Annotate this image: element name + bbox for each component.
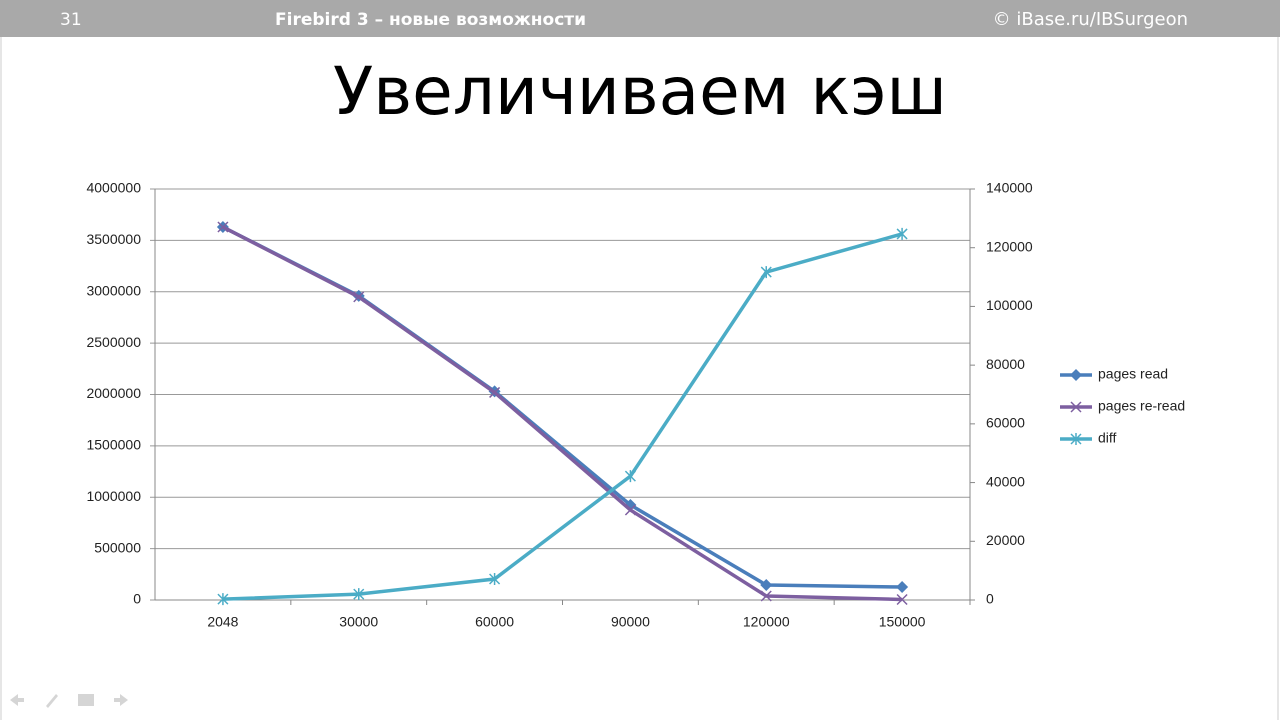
- marker: [760, 578, 773, 591]
- series-line: [222, 232, 903, 601]
- y2-tick-label: 0: [986, 591, 994, 607]
- marker: [896, 581, 909, 594]
- y2-tick-label: 60000: [986, 415, 1025, 431]
- y2-tick-label: 20000: [986, 532, 1025, 548]
- page-number: 31: [60, 10, 82, 30]
- slide-title: Увеличиваем кэш: [333, 53, 947, 130]
- y-tick-label: 2000000: [86, 385, 141, 401]
- y2-tick-label: 40000: [986, 473, 1025, 489]
- header-topic: Firebird 3 – новые возможности: [275, 10, 586, 30]
- x-tick-label: 90000: [611, 614, 650, 630]
- x-tick-label: 2048: [207, 614, 238, 630]
- legend-label: pages read: [1098, 366, 1168, 382]
- series-line: [222, 225, 903, 602]
- marker: [896, 227, 908, 240]
- y-tick-label: 1000000: [86, 488, 141, 504]
- marker: [624, 504, 636, 516]
- y2-tick-label: 80000: [986, 356, 1025, 372]
- marker: [353, 291, 365, 303]
- marker: [760, 266, 772, 279]
- marker: [217, 593, 229, 606]
- y-tick-label: 2500000: [86, 334, 141, 350]
- marker: [353, 588, 365, 601]
- marker: [1070, 433, 1082, 445]
- nav-icons: [10, 694, 128, 708]
- marker: [624, 470, 636, 483]
- y-tick-label: 1500000: [86, 437, 141, 453]
- x-tick-label: 120000: [743, 614, 790, 630]
- marker: [760, 590, 772, 602]
- legend-label: diff: [1098, 430, 1117, 446]
- y-tick-label: 0: [133, 591, 141, 607]
- x-tick-label: 150000: [879, 614, 926, 630]
- y2-tick-label: 120000: [986, 238, 1033, 254]
- y2-tick-label: 100000: [986, 297, 1033, 313]
- header-bar: [0, 0, 1280, 37]
- y-tick-label: 3000000: [86, 282, 141, 298]
- marker: [1070, 369, 1082, 381]
- marker: [489, 573, 501, 586]
- x-tick-label: 30000: [339, 614, 378, 630]
- x-tick-label: 60000: [475, 614, 514, 630]
- marker: [1070, 401, 1082, 413]
- y-tick-label: 4000000: [86, 180, 141, 196]
- marker: [896, 593, 908, 606]
- marker: [489, 386, 501, 398]
- marker: [217, 221, 229, 233]
- y-tick-label: 500000: [94, 539, 141, 555]
- y-tick-label: 3500000: [86, 231, 141, 247]
- legend-label: pages re-read: [1098, 398, 1185, 414]
- y2-tick-label: 140000: [986, 180, 1033, 196]
- header-copyright: © iBase.ru/IBSurgeon: [993, 9, 1188, 30]
